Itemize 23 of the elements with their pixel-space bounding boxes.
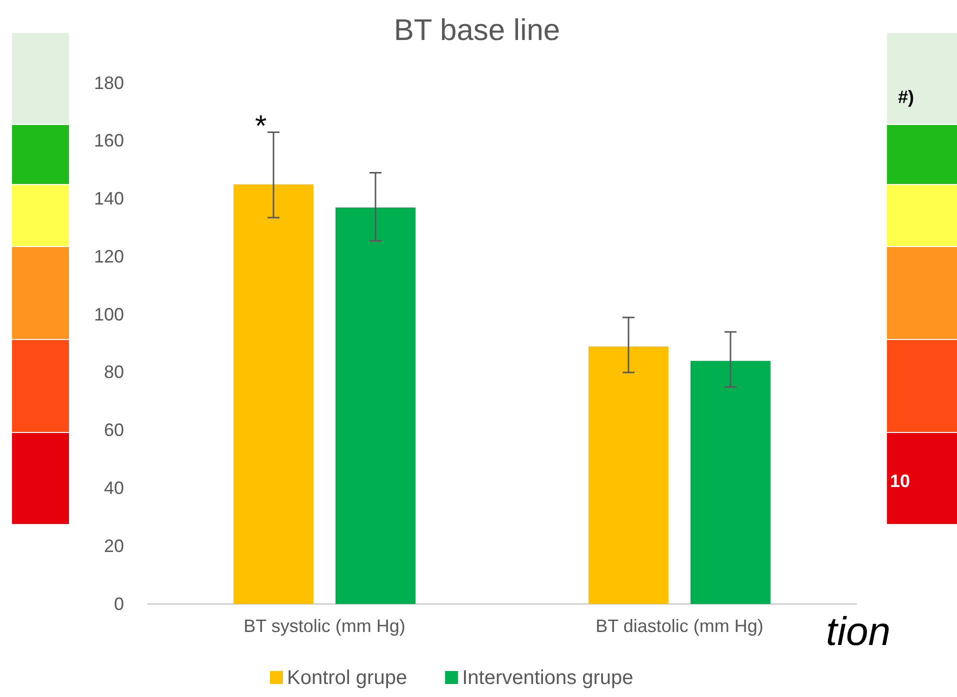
- x-tick-label: BT systolic (mm Hg): [244, 616, 406, 636]
- chart-title: BT base line: [394, 14, 560, 47]
- bar: [588, 346, 668, 604]
- y-tick-label: 180: [94, 72, 124, 93]
- y-tick-label: 140: [94, 188, 124, 209]
- y-tick-label: 60: [104, 420, 124, 440]
- y-tick-label: 120: [94, 246, 124, 266]
- legend-label: Interventions grupe: [462, 667, 634, 689]
- annotation: *: [255, 110, 267, 143]
- y-tick-label: 100: [94, 304, 124, 324]
- bar: [690, 360, 770, 604]
- legend-label: Kontrol grupe: [287, 667, 408, 689]
- y-tick-label: 20: [104, 536, 124, 556]
- text: #): [898, 87, 914, 107]
- text: 10: [890, 471, 910, 491]
- text: tion: [826, 610, 890, 654]
- bar: [234, 184, 314, 604]
- y-tick-label: 0: [114, 594, 124, 614]
- y-tick-label: 160: [94, 130, 124, 151]
- x-tick-label: BT diastolic (mm Hg): [596, 616, 764, 636]
- bar: [336, 207, 416, 604]
- y-tick-label: 80: [104, 362, 124, 382]
- y-tick-label: 40: [104, 478, 124, 498]
